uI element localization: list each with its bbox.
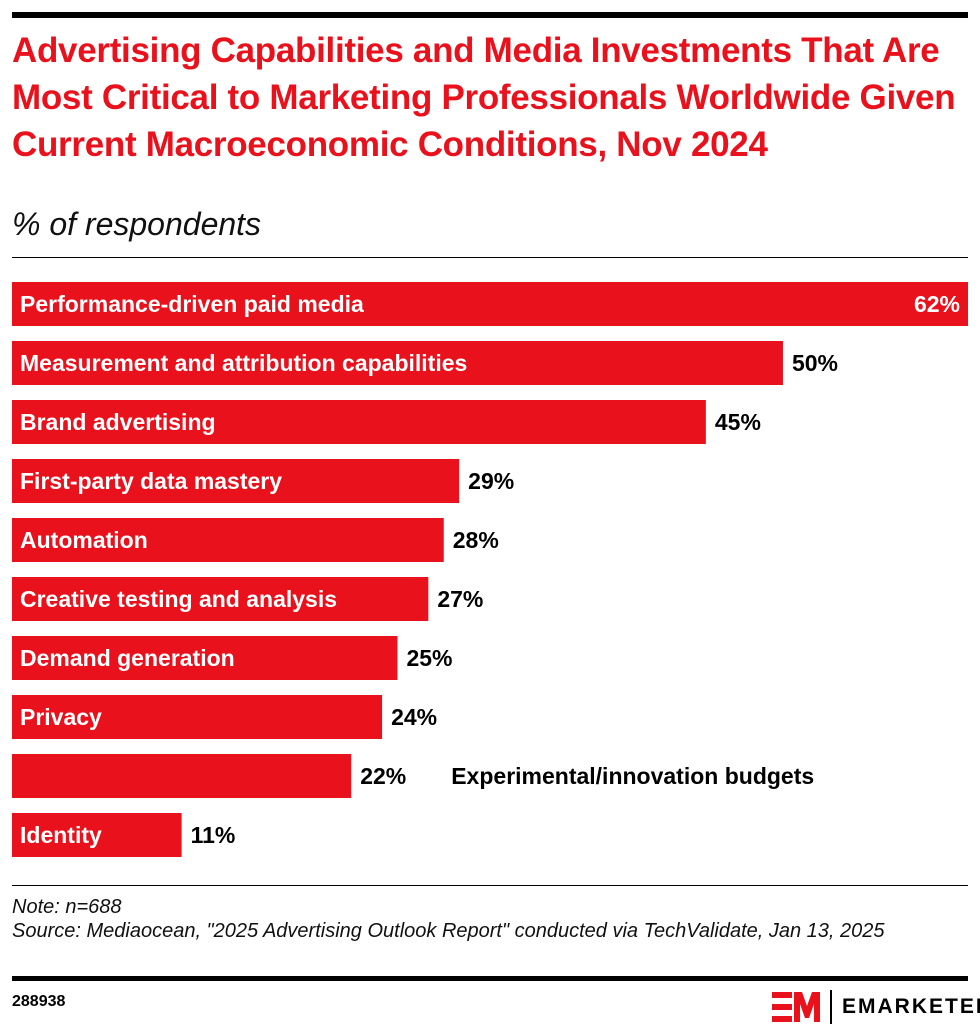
note: Note: n=688 [12, 896, 122, 918]
bar [12, 459, 460, 503]
category-label: Experimental/innovation budgets [451, 763, 814, 789]
category-label: Privacy [20, 704, 102, 730]
value-label: 27% [437, 586, 483, 612]
notes: Note: n=688 Source: Mediaocean, "2025 Ad… [12, 895, 972, 943]
bar-chart: Performance-driven paid media 62% Measurem… [12, 282, 968, 857]
value-label: 45% [715, 409, 761, 435]
bar [12, 577, 429, 621]
header-rule [12, 257, 968, 258]
bar [12, 754, 352, 798]
bar [12, 695, 383, 739]
category-label: Measurement and attribution capabilities [20, 350, 467, 376]
bar [12, 341, 783, 385]
value-label: 50% [792, 350, 838, 376]
value-label: 28% [453, 527, 499, 553]
emarketer-logo: EMARKETER [772, 990, 980, 1024]
value-label: 22% [360, 763, 406, 789]
bottom-bar [12, 976, 968, 981]
value-label: 11% [191, 822, 236, 848]
category-label: Identity [20, 822, 102, 848]
bar [12, 636, 398, 680]
chart-title: Advertising Capabilities and Media Inves… [12, 31, 956, 164]
category-label: Creative testing and analysis [20, 586, 337, 612]
top-bar [12, 12, 968, 18]
brand-name: EMARKETER [842, 995, 980, 1018]
value-label: 25% [406, 645, 452, 671]
bar [12, 282, 968, 326]
chart-subtitle: % of respondents [12, 206, 262, 242]
bar [12, 518, 444, 562]
chart-id: 288938 [12, 993, 66, 1010]
category-label: Demand generation [20, 645, 235, 671]
logo-separator [830, 990, 832, 1024]
value-label: 24% [391, 704, 437, 730]
category-label: Performance-driven paid media [20, 291, 364, 317]
value-label: 29% [468, 468, 514, 494]
category-label: First-party data mastery [20, 468, 282, 494]
category-label: Automation [20, 527, 148, 553]
source: Source: Mediaocean, "2025 Advertising Ou… [12, 920, 885, 942]
bar [12, 813, 182, 857]
em-logo-icon [772, 992, 820, 1022]
value-label: 62% [914, 291, 960, 317]
bar [12, 400, 706, 444]
footer-rule [12, 885, 968, 886]
category-label: Brand advertising [20, 409, 216, 435]
